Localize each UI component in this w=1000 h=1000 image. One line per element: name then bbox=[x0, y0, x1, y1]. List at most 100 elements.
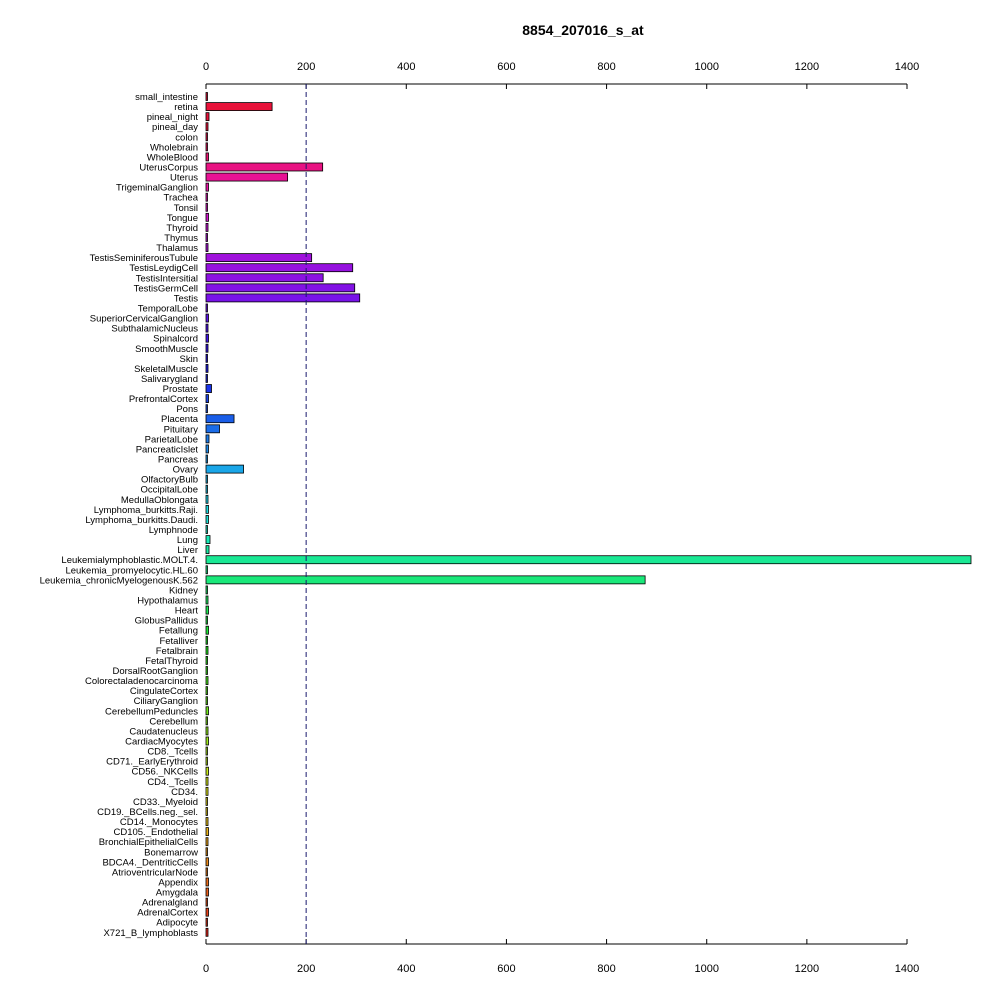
category-label: pineal_day bbox=[152, 122, 198, 133]
category-label: TestisLeydigCell bbox=[129, 263, 198, 274]
bar bbox=[205, 625, 209, 635]
bar bbox=[205, 766, 209, 776]
bar bbox=[205, 454, 208, 464]
bar bbox=[205, 132, 208, 142]
category-label: FetalThyroid bbox=[145, 656, 198, 667]
bar bbox=[205, 797, 208, 806]
category-label: OccipitalLobe bbox=[140, 485, 198, 496]
category-label: Skin bbox=[180, 354, 198, 365]
bar bbox=[205, 202, 208, 212]
bar bbox=[205, 917, 208, 927]
category-label: Pons bbox=[176, 404, 198, 415]
category-label: SubthalamicNucleus bbox=[111, 324, 198, 335]
bar bbox=[205, 656, 208, 665]
category-label: Fetallung bbox=[159, 626, 198, 637]
bar bbox=[205, 867, 208, 877]
category-label: Pancreas bbox=[158, 455, 198, 466]
bar bbox=[205, 293, 361, 303]
bar bbox=[205, 907, 209, 917]
bar bbox=[205, 545, 210, 555]
bar bbox=[205, 404, 208, 414]
bottom-tick-label: 1400 bbox=[895, 963, 919, 975]
bar bbox=[205, 897, 208, 907]
category-label: PancreaticIslet bbox=[136, 444, 199, 455]
category-label: Thalamus bbox=[156, 243, 198, 254]
category-label: UterusCorpus bbox=[139, 162, 198, 173]
category-label: Leukemia_promyelocytic.HL.60 bbox=[65, 565, 198, 576]
category-label: Lymphoma_burkitts.Daudi. bbox=[85, 515, 198, 526]
bar bbox=[205, 192, 208, 202]
category-label: Adipocyte bbox=[156, 918, 198, 929]
top-tick-label: 1400 bbox=[895, 61, 919, 73]
bar bbox=[205, 504, 209, 514]
category-label: CD8._Tcells bbox=[147, 747, 198, 758]
category-label: CD14._Monocytes bbox=[120, 817, 198, 828]
bar bbox=[205, 645, 209, 655]
bar bbox=[205, 263, 354, 273]
category-label: CD71._EarlyErythroid bbox=[106, 757, 198, 768]
category-label: Thymus bbox=[164, 233, 198, 244]
category-label: Amygdala bbox=[156, 888, 199, 899]
category-label: CiliaryGanglion bbox=[134, 696, 198, 707]
category-label: CD33._Myeloid bbox=[133, 797, 198, 808]
bar bbox=[205, 464, 244, 474]
bar bbox=[205, 716, 208, 726]
bar bbox=[205, 575, 646, 585]
bottom-tick-label: 600 bbox=[497, 963, 515, 975]
bar bbox=[205, 515, 209, 524]
bottom-tick-label: 800 bbox=[597, 963, 615, 975]
bar bbox=[205, 635, 208, 645]
bar bbox=[205, 102, 273, 111]
category-label: CingulateCortex bbox=[130, 686, 198, 697]
category-label: Fetalbrain bbox=[156, 646, 198, 657]
category-label: SmoothMuscle bbox=[135, 344, 198, 355]
category-label: Uterus bbox=[170, 173, 198, 184]
category-label: AtrioventricularNode bbox=[112, 867, 198, 878]
bar bbox=[205, 887, 209, 897]
category-label: Heart bbox=[175, 606, 199, 617]
bar bbox=[205, 927, 209, 937]
bar bbox=[205, 484, 208, 494]
category-label: Colorectaladenocarcinoma bbox=[85, 676, 199, 687]
bar bbox=[205, 535, 211, 544]
category-label: retina bbox=[174, 102, 198, 113]
category-label: TemporalLobe bbox=[138, 303, 198, 314]
category-label: colon bbox=[175, 132, 198, 143]
category-label: Ovary bbox=[173, 465, 199, 476]
bar bbox=[205, 182, 209, 192]
category-label: Caudatenucleus bbox=[129, 726, 198, 737]
category-label: Cerebellum bbox=[149, 716, 198, 727]
bar bbox=[205, 283, 356, 293]
category-label: GlobusPallidus bbox=[135, 616, 199, 627]
category-label: Liver bbox=[177, 545, 198, 556]
top-tick-label: 800 bbox=[597, 61, 615, 73]
bar bbox=[205, 585, 208, 595]
category-label: CD105._Endothelial bbox=[113, 827, 198, 838]
bar bbox=[205, 92, 208, 101]
category-label: Thyroid bbox=[166, 223, 198, 234]
category-label: Lymphoma_burkitts.Raji. bbox=[94, 505, 198, 516]
category-label: Fetalliver bbox=[159, 636, 198, 647]
category-label: Tongue bbox=[167, 213, 198, 224]
category-label: Tonsil bbox=[174, 203, 198, 214]
category-label: CerebellumPeduncles bbox=[105, 706, 198, 717]
category-label: CD34. bbox=[171, 787, 198, 798]
category-label: Adrenalgland bbox=[142, 898, 198, 909]
category-label: Leukemialymphoblastic.MOLT.4. bbox=[61, 555, 198, 566]
top-tick-label: 600 bbox=[497, 61, 515, 73]
category-label: SuperiorCervicalGanglion bbox=[90, 314, 198, 325]
top-tick-label: 200 bbox=[297, 61, 315, 73]
bar bbox=[205, 837, 209, 847]
bar bbox=[205, 414, 235, 424]
bar bbox=[205, 595, 209, 605]
category-label: CardiacMyocytes bbox=[125, 736, 198, 747]
category-label: Lung bbox=[177, 535, 198, 546]
category-label: Kidney bbox=[169, 585, 198, 596]
category-label: TestisIntersitial bbox=[136, 273, 198, 284]
bar bbox=[205, 877, 209, 887]
bar bbox=[205, 676, 209, 685]
bar bbox=[205, 807, 208, 816]
category-label: OlfactoryBulb bbox=[141, 475, 198, 486]
category-label: TrigeminalGanglion bbox=[116, 183, 198, 194]
bar bbox=[205, 434, 210, 444]
